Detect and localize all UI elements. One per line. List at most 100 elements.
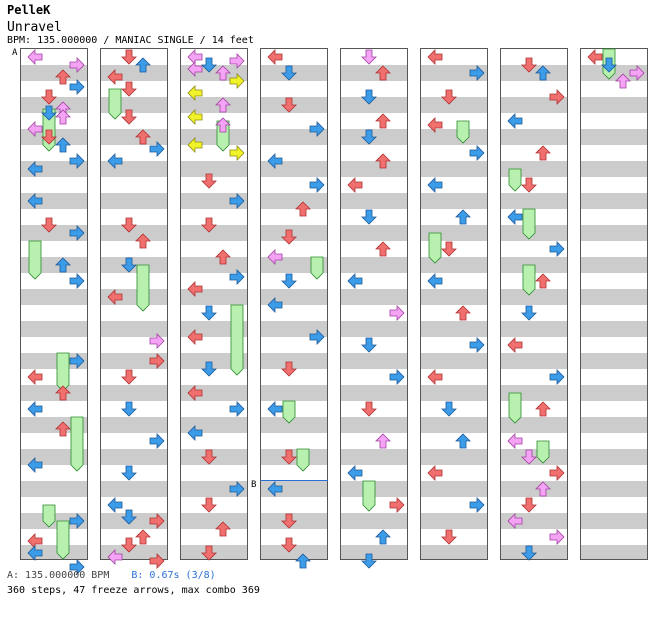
- step-arrow: [267, 297, 283, 313]
- step-arrow: [187, 61, 203, 77]
- step-arrow: [281, 361, 297, 377]
- step-arrow: [121, 257, 137, 273]
- step-arrow: [281, 65, 297, 81]
- step-arrow: [187, 137, 203, 153]
- step-arrow: [201, 497, 217, 513]
- step-arrow: [135, 57, 151, 73]
- step-arrow: [469, 145, 485, 161]
- step-arrow: [389, 497, 405, 513]
- step-arrow: [201, 545, 217, 561]
- freeze-arrow: [456, 120, 470, 144]
- step-arrow: [507, 337, 523, 353]
- step-arrow: [309, 329, 325, 345]
- column-notes: [107, 49, 165, 569]
- step-arrow: [441, 241, 457, 257]
- song-title: Unravel: [7, 20, 62, 35]
- step-arrow: [229, 401, 245, 417]
- step-arrow: [27, 369, 43, 385]
- freeze-arrow: [522, 264, 536, 296]
- step-arrow: [427, 369, 443, 385]
- step-arrow: [69, 513, 85, 529]
- column-notes: [27, 49, 85, 575]
- step-arrow: [69, 153, 85, 169]
- step-arrow: [27, 161, 43, 177]
- chart-column: [100, 48, 168, 569]
- step-arrow: [521, 305, 537, 321]
- chart-column: [500, 48, 568, 561]
- step-arrow: [229, 53, 245, 69]
- step-arrow: [55, 69, 71, 85]
- step-arrow: [201, 57, 217, 73]
- step-arrow: [361, 49, 377, 65]
- step-arrow: [347, 465, 363, 481]
- step-arrow: [427, 465, 443, 481]
- step-arrow: [215, 117, 231, 133]
- step-arrow: [629, 65, 645, 81]
- step-arrow: [121, 109, 137, 125]
- bpm-a-info: A: 135.000000 BPM: [7, 570, 110, 581]
- step-arrow: [229, 269, 245, 285]
- step-arrow: [615, 73, 631, 89]
- step-arrow: [601, 57, 617, 73]
- step-arrow: [201, 173, 217, 189]
- step-arrow: [215, 65, 231, 81]
- step-arrow: [187, 425, 203, 441]
- freeze-arrow: [56, 352, 70, 392]
- step-arrow: [201, 305, 217, 321]
- step-arrow: [427, 177, 443, 193]
- step-arrow: [69, 559, 85, 575]
- step-arrow: [389, 305, 405, 321]
- stop-b-info: B: 0.67s (3/8): [131, 570, 216, 581]
- column-notes: [507, 57, 565, 561]
- step-arrow: [149, 513, 165, 529]
- step-arrow: [27, 49, 43, 65]
- step-arrow: [69, 57, 85, 73]
- step-arrow: [69, 273, 85, 289]
- step-arrow: [295, 201, 311, 217]
- stop-line: [260, 480, 328, 481]
- freeze-arrow: [428, 232, 442, 264]
- step-arrow: [215, 249, 231, 265]
- step-arrow: [215, 97, 231, 113]
- step-arrow: [361, 89, 377, 105]
- step-arrow: [27, 401, 43, 417]
- step-arrow: [587, 49, 603, 65]
- freeze-arrow: [56, 520, 70, 560]
- step-arrow: [361, 553, 377, 569]
- step-arrow: [347, 273, 363, 289]
- chart-column: [180, 48, 248, 561]
- step-arrow: [507, 513, 523, 529]
- step-arrow: [469, 337, 485, 353]
- chart-column: [580, 48, 648, 560]
- step-arrow: [121, 217, 137, 233]
- step-arrow: [135, 129, 151, 145]
- step-arrow: [295, 553, 311, 569]
- step-arrow: [521, 177, 537, 193]
- step-arrow: [267, 401, 283, 417]
- step-arrow: [69, 79, 85, 95]
- step-arrow: [281, 537, 297, 553]
- chart-column: [260, 48, 328, 569]
- step-arrow: [149, 141, 165, 157]
- step-arrow: [375, 153, 391, 169]
- step-arrow: [187, 329, 203, 345]
- freeze-arrow: [108, 88, 122, 120]
- step-arrow: [281, 513, 297, 529]
- step-arrow: [347, 177, 363, 193]
- step-arrow: [149, 353, 165, 369]
- step-arrow: [55, 137, 71, 153]
- step-arrow: [229, 145, 245, 161]
- step-arrow: [229, 193, 245, 209]
- step-arrow: [267, 481, 283, 497]
- step-arrow: [121, 509, 137, 525]
- freeze-arrow: [508, 392, 522, 424]
- step-arrow: [281, 449, 297, 465]
- step-arrow: [507, 433, 523, 449]
- step-arrow: [55, 257, 71, 273]
- step-arrow: [149, 553, 165, 569]
- step-arrow: [375, 241, 391, 257]
- freeze-arrow: [536, 440, 550, 464]
- column-notes: [187, 49, 245, 561]
- step-arrow: [187, 385, 203, 401]
- step-arrow: [549, 465, 565, 481]
